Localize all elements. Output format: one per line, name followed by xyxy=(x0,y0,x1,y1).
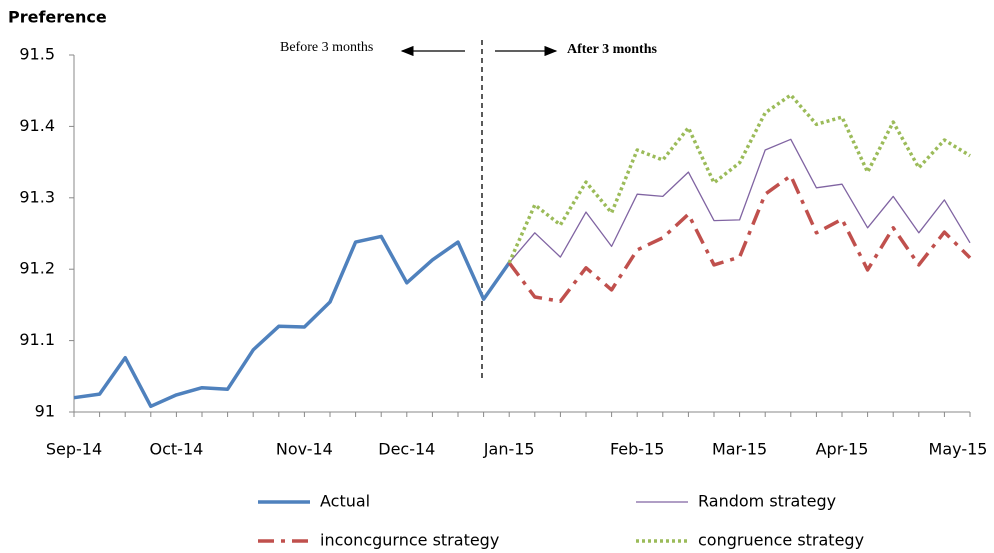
y-tick-label: 91.3 xyxy=(19,187,55,206)
series-line xyxy=(507,173,972,304)
x-tick-label: May-15 xyxy=(929,440,988,459)
x-tick-label: Dec-14 xyxy=(378,440,435,459)
legend-label: congruence strategy xyxy=(698,531,864,550)
x-tick-label: Feb-15 xyxy=(610,440,664,459)
y-tick-label: 91.2 xyxy=(19,259,55,278)
x-tick-label: Nov-14 xyxy=(276,440,333,459)
series-line xyxy=(73,234,511,409)
legend-label: inconcgurnce strategy xyxy=(320,531,499,550)
legend-label: Random strategy xyxy=(698,492,836,511)
series-line xyxy=(508,138,971,264)
x-tick-label: Oct-14 xyxy=(150,440,204,459)
y-tick-label: 91.4 xyxy=(19,116,55,135)
x-tick-label: Mar-15 xyxy=(712,440,767,459)
x-tick-label: Sep-14 xyxy=(46,440,102,459)
y-tick-label: 91.5 xyxy=(19,45,55,64)
y-tick-label: 91.1 xyxy=(19,330,55,349)
annotation: Before 3 months xyxy=(280,40,373,55)
x-tick-label: Jan-15 xyxy=(483,440,535,459)
x-tick-label: Apr-15 xyxy=(816,440,869,459)
legend-label: Actual xyxy=(320,492,370,511)
series-line xyxy=(507,93,971,264)
annotation: After 3 months xyxy=(567,42,658,57)
y-tick-label: 91 xyxy=(35,402,55,421)
y-axis-label: Preference xyxy=(8,8,107,27)
